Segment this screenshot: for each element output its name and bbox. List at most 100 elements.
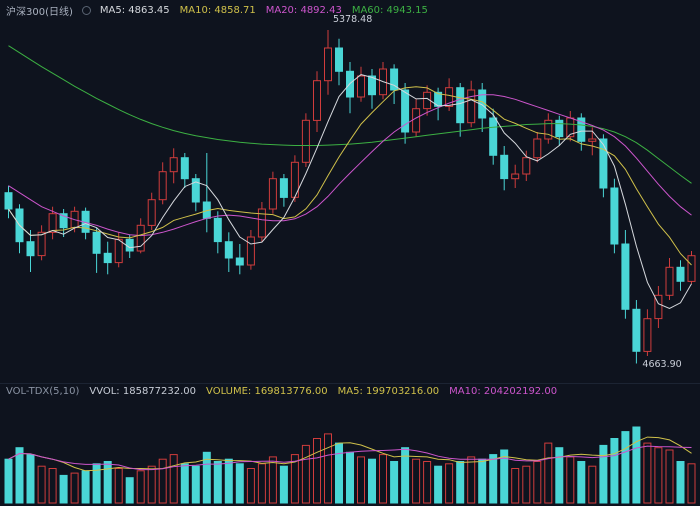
volume-bar xyxy=(467,456,476,504)
volume-bar xyxy=(180,463,189,504)
volume-legend: VVOL: 185877232.00 VOLUME: 169813776.00 MA… xyxy=(89,386,557,397)
legend-item: VVOL: 185877232.00 xyxy=(89,386,197,397)
volume-indicator-label: VOL-TDX(5,10) xyxy=(6,386,80,397)
volume-bar xyxy=(224,458,233,504)
volume-bar xyxy=(643,442,652,504)
volume-bar xyxy=(70,472,79,504)
volume-bar xyxy=(555,447,564,504)
candle xyxy=(401,83,410,144)
candle xyxy=(48,206,57,240)
candle xyxy=(335,38,343,86)
candle xyxy=(544,113,553,144)
legend-item: MA10: 4858.71 xyxy=(179,4,256,16)
candle xyxy=(191,174,200,212)
volume-bar xyxy=(544,442,553,504)
candle xyxy=(500,146,509,191)
volume-bar xyxy=(81,470,90,504)
candle xyxy=(676,260,685,291)
candle xyxy=(180,153,189,188)
candle xyxy=(632,300,641,364)
volume-bar xyxy=(114,468,123,504)
candle xyxy=(511,164,520,188)
volume-bar xyxy=(26,454,35,504)
volume-bar xyxy=(599,444,608,504)
candle xyxy=(37,225,46,261)
ma-legend: MA5: 4863.45 MA10: 4858.71 MA20: 4892.43 MA… xyxy=(100,5,428,16)
indicator-toggle-icon[interactable] xyxy=(81,5,91,15)
volume-bar xyxy=(268,456,277,504)
volume-bar xyxy=(59,474,68,504)
ma-line xyxy=(8,94,692,237)
legend-item: MA20: 4892.43 xyxy=(265,4,342,16)
volume-bar xyxy=(15,447,24,504)
candle xyxy=(621,230,630,319)
candle xyxy=(588,127,597,156)
volume-bar xyxy=(103,461,112,504)
candle xyxy=(555,115,564,146)
volume-bar xyxy=(434,465,443,504)
volume-bar xyxy=(48,468,57,504)
candle xyxy=(368,69,376,109)
candle xyxy=(279,174,288,207)
volume-bar xyxy=(92,463,101,504)
candle xyxy=(456,83,465,137)
candle xyxy=(290,155,299,202)
candle xyxy=(522,150,531,181)
candle xyxy=(643,309,652,356)
candle xyxy=(390,64,399,104)
volume-bar xyxy=(676,461,685,504)
legend-item: MA5: 4863.45 xyxy=(99,4,170,16)
volume-bar xyxy=(478,458,487,504)
volume-bar xyxy=(621,431,630,504)
volume-bar xyxy=(169,454,178,504)
volume-bar xyxy=(158,458,167,504)
candle xyxy=(577,113,586,151)
volume-bar xyxy=(654,447,663,504)
volume-bar xyxy=(500,449,509,504)
volume-bar xyxy=(136,470,145,504)
volume-bar xyxy=(279,465,288,504)
legend-item: MA60: 4943.15 xyxy=(351,4,428,16)
volume-bar xyxy=(379,454,387,504)
volume-bar xyxy=(235,463,244,504)
candle xyxy=(257,202,266,242)
candle xyxy=(224,232,233,272)
volume-bar xyxy=(357,456,365,504)
candle xyxy=(92,227,101,273)
candle xyxy=(246,230,255,270)
volume-bar xyxy=(456,461,465,504)
candle xyxy=(610,178,619,254)
candle xyxy=(59,209,68,237)
candle xyxy=(268,171,277,214)
volume-bar xyxy=(566,456,575,504)
ma-line xyxy=(8,74,692,309)
volume-chart[interactable] xyxy=(0,398,700,506)
price-chart[interactable] xyxy=(0,0,700,382)
volume-bar xyxy=(301,444,310,504)
candle xyxy=(687,251,696,284)
candle xyxy=(533,132,542,163)
annotation-high: 5378.48 xyxy=(332,14,373,26)
volume-bar xyxy=(577,461,586,504)
candle xyxy=(202,153,211,233)
volume-bar xyxy=(202,451,211,504)
legend-item: MA5: 199703216.00 xyxy=(337,386,440,397)
ma-line xyxy=(8,45,692,184)
candle xyxy=(147,192,156,230)
candle xyxy=(169,148,178,184)
volume-bar xyxy=(401,447,410,504)
volume-bar xyxy=(632,426,641,504)
volume-bar xyxy=(533,461,542,504)
volume-bar xyxy=(4,458,13,504)
ma-line xyxy=(8,86,692,266)
candle xyxy=(313,71,321,132)
candle xyxy=(158,162,167,205)
volume-bar xyxy=(390,461,399,504)
volume-bar xyxy=(191,465,200,504)
volume-bar xyxy=(246,468,255,504)
volume-bar xyxy=(489,454,498,504)
volume-bar xyxy=(147,465,156,504)
volume-bar xyxy=(37,465,46,504)
chart-title: 沪深300(日线) xyxy=(6,6,73,18)
volume-bar xyxy=(257,463,266,504)
